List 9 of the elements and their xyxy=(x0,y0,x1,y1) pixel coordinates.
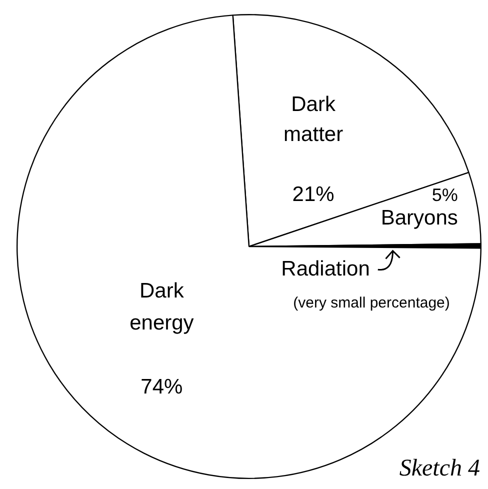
data-label: 21% xyxy=(292,182,334,206)
data-label: 5% xyxy=(432,184,458,205)
data-label: 74% xyxy=(140,375,183,398)
text: Sketch 4 xyxy=(399,455,480,482)
slice-label: Dark energy xyxy=(130,279,194,334)
legend-label: Radiation xyxy=(281,257,370,280)
slice-label: Baryons xyxy=(380,206,458,230)
slice-label: Dark matter xyxy=(284,92,344,146)
text: (very small percentage) xyxy=(293,294,450,312)
